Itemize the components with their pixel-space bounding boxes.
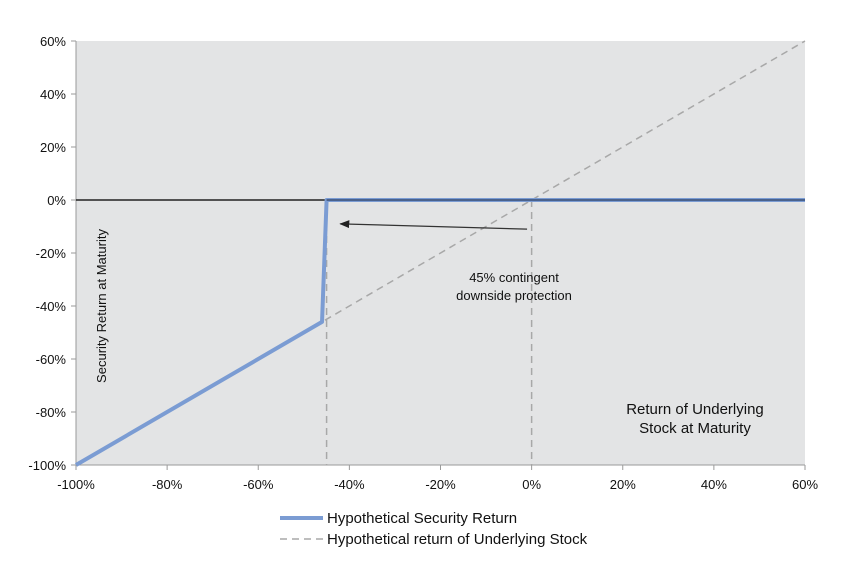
y-tick-label: -80% xyxy=(36,405,67,420)
x-tick-label: 0% xyxy=(522,477,541,492)
y-axis-title: Security Return at Maturity xyxy=(94,229,109,383)
y-tick-label: 40% xyxy=(40,87,66,102)
series-underlying-line xyxy=(75,40,806,466)
x-tick-label: -80% xyxy=(152,477,183,492)
legend-label-underlying: Hypothetical return of Underlying Stock xyxy=(327,531,588,548)
x-axis-title-line-1: Return of Underlying xyxy=(626,401,764,418)
annotation-arrow xyxy=(339,220,528,230)
annotation: 45% contingent downside protection xyxy=(339,220,572,303)
x-axis-title-line-2: Stock at Maturity xyxy=(639,420,751,437)
x-tick-label: 60% xyxy=(792,477,818,492)
y-tick-label: -20% xyxy=(36,246,67,261)
y-tick-label: -40% xyxy=(36,299,67,314)
x-tick-label: -100% xyxy=(57,477,95,492)
annotation-line-1: 45% contingent xyxy=(469,270,559,285)
x-axis-ticks: -100% -80% -60% -40% -20% 0% 20% 40% 60% xyxy=(57,465,818,492)
x-tick-label: 20% xyxy=(610,477,636,492)
legend: Hypothetical Security Return Hypothetica… xyxy=(280,510,588,548)
annotation-line-2: downside protection xyxy=(456,288,572,303)
x-tick-label: 40% xyxy=(701,477,727,492)
y-tick-label: 20% xyxy=(40,140,66,155)
series-layer xyxy=(74,40,806,467)
y-tick-label: 60% xyxy=(40,34,66,49)
x-tick-label: -40% xyxy=(334,477,365,492)
x-tick-label: -20% xyxy=(425,477,456,492)
legend-label-security-return: Hypothetical Security Return xyxy=(327,510,517,527)
x-tick-label: -60% xyxy=(243,477,274,492)
y-tick-label: -100% xyxy=(28,458,66,473)
y-tick-label: 0% xyxy=(47,193,66,208)
y-tick-label: -60% xyxy=(36,352,67,367)
y-axis-ticks: -100% -80% -60% -40% -20% 0% 20% 40% 60% xyxy=(28,34,76,473)
